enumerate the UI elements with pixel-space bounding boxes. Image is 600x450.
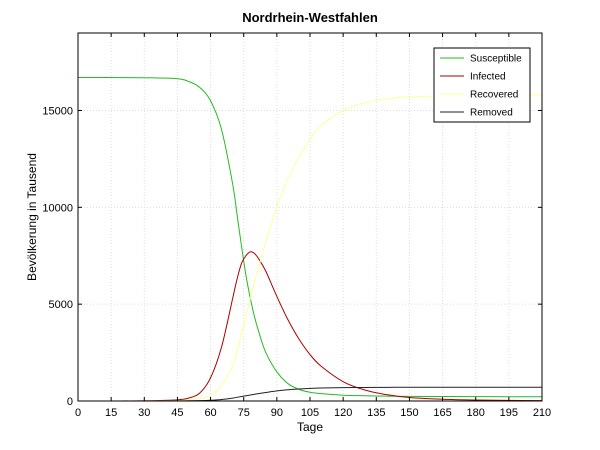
x-tick-label: 45 <box>171 407 183 419</box>
legend: Susceptible Infected Recovered Removed <box>433 47 531 123</box>
y-tick-label: 0 <box>67 396 73 408</box>
series-line-recovered <box>77 94 542 402</box>
chart-title: Nordrhein-Westfahlen <box>242 10 378 25</box>
legend-label-recovered: Recovered <box>470 90 518 101</box>
x-tick-label: 60 <box>204 407 216 419</box>
ticks: 0 15 30 45 60 75 90 105 120 135 150 165 180 195 210 0 50… <box>42 33 551 419</box>
x-tick-label: 90 <box>271 407 283 419</box>
y-tick-label: 5000 <box>49 299 73 311</box>
series-line-infected <box>77 251 543 402</box>
x-tick-label: 120 <box>334 407 352 419</box>
legend-label-infected: Infected <box>470 72 506 83</box>
x-tick-label: 15 <box>105 407 117 419</box>
legend-label-susceptible: Susceptible <box>470 54 522 65</box>
x-tick-label: 105 <box>301 407 319 419</box>
x-tick-label: 75 <box>238 407 250 419</box>
x-tick-label: 195 <box>500 407 518 419</box>
y-axis-label: Bevölkerung in Tausend <box>25 153 39 281</box>
y-tick-label: 10000 <box>42 202 73 214</box>
x-tick-label: 210 <box>533 407 551 419</box>
x-tick-label: 180 <box>467 407 485 419</box>
x-tick-label: 150 <box>400 407 418 419</box>
x-tick-label: 135 <box>367 407 385 419</box>
x-tick-label: 30 <box>138 407 150 419</box>
legend-box <box>433 47 531 123</box>
x-tick-label: 165 <box>433 407 451 419</box>
x-axis-label: Tage <box>297 420 323 434</box>
x-tick-label: 0 <box>75 407 81 419</box>
y-tick-label: 15000 <box>42 105 73 117</box>
legend-label-removed: Removed <box>470 108 513 119</box>
